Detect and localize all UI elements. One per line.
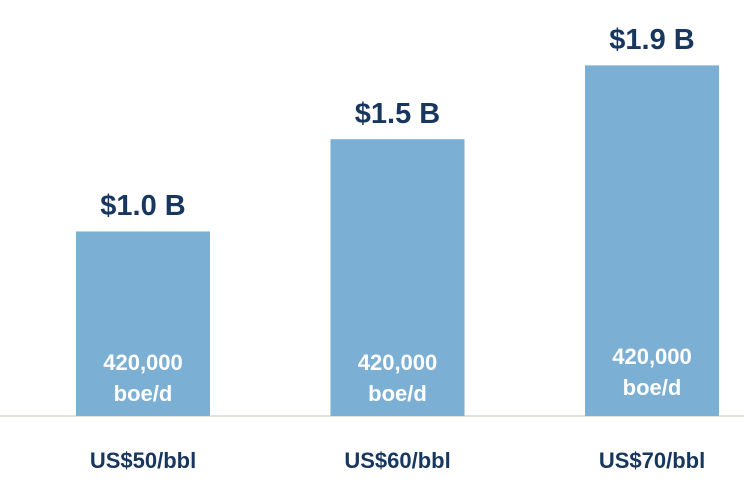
value-label: $1.5 B bbox=[355, 98, 440, 130]
bar-annotation: boe/d bbox=[623, 375, 682, 400]
bar-annotation: boe/d bbox=[114, 381, 173, 406]
x-tick-label: US$70/bbl bbox=[599, 448, 705, 473]
bar bbox=[76, 231, 210, 416]
value-label: $1.9 B bbox=[609, 24, 694, 56]
bar-annotation: 420,000 bbox=[612, 344, 692, 369]
bar bbox=[330, 139, 465, 416]
x-tick-label: US$60/bbl bbox=[344, 448, 450, 473]
bar bbox=[585, 65, 719, 416]
bar-annotation: boe/d bbox=[368, 381, 427, 406]
value-label: $1.0 B bbox=[100, 190, 185, 222]
bar-annotation: 420,000 bbox=[358, 350, 438, 375]
x-tick-label: US$50/bbl bbox=[90, 448, 196, 473]
bar-annotation: 420,000 bbox=[103, 350, 183, 375]
